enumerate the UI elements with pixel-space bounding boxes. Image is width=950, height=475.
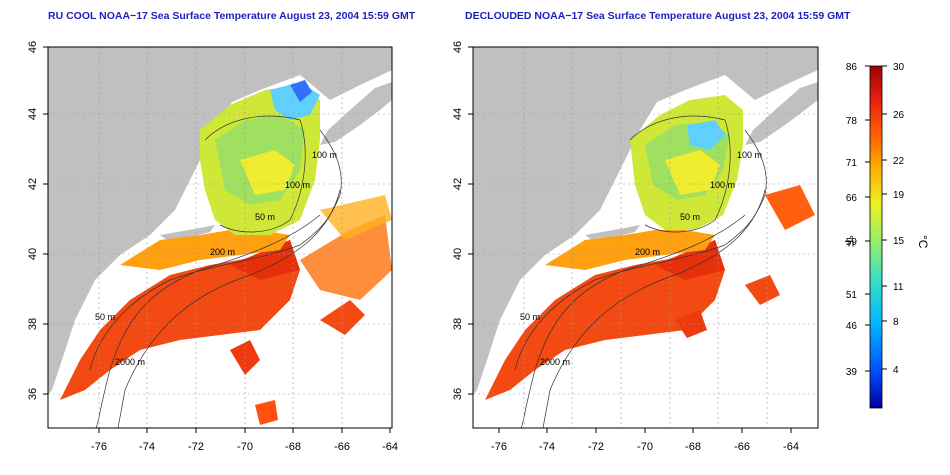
fahrenheit-tick: 71 <box>846 158 858 169</box>
celsius-tick: 26 <box>893 110 905 121</box>
contour-label: 2000 m <box>540 357 570 367</box>
celsius-tick: 4 <box>893 365 899 376</box>
x-tick-label: -74 <box>539 441 555 453</box>
x-tick-label: -76 <box>91 441 107 453</box>
y-tick-label: 44 <box>27 108 39 120</box>
contour-label: 100 m <box>710 180 735 190</box>
y-tick-label: 42 <box>27 178 39 190</box>
x-tick-label: -76 <box>491 441 507 453</box>
celsius-tick: 30 <box>893 62 905 73</box>
celsius-tick: 15 <box>893 236 905 247</box>
long-island <box>585 225 640 242</box>
y-tick-label: 36 <box>27 388 39 400</box>
panel-title-right: DECLOUDED NOAA−17 Sea Surface Temperatur… <box>465 10 851 22</box>
nova-scotia <box>745 82 818 145</box>
y-tick-label: 36 <box>452 388 464 400</box>
y-tick-label: 38 <box>452 318 464 330</box>
y-tick-label: 46 <box>27 41 39 53</box>
celsius-tick: 19 <box>893 190 905 201</box>
x-tick-label: -66 <box>334 441 350 453</box>
land-mass <box>473 47 818 395</box>
warm-water <box>60 240 300 400</box>
x-tick-label: -64 <box>382 441 398 453</box>
x-tick-label: -72 <box>188 441 204 453</box>
fahrenheit-tick: 59 <box>846 237 858 248</box>
sst-map-ru-cool: 100 m 100 m 50 m 200 m 50 m 2000 m -76 -… <box>27 41 398 453</box>
contour-label: 100 m <box>285 180 310 190</box>
celsius-tick: 11 <box>893 282 904 293</box>
contour-label: 50 m <box>95 312 115 322</box>
x-tick-label: -72 <box>588 441 604 453</box>
celsius-tick: 22 <box>893 156 905 167</box>
celsius-tick: 8 <box>893 317 899 328</box>
fahrenheit-tick: 86 <box>846 62 858 73</box>
celsius-unit-label: °C <box>916 235 930 249</box>
contour-label: 200 m <box>635 247 660 257</box>
contour-label: 2000 m <box>115 357 145 367</box>
fahrenheit-tick: 78 <box>846 116 858 127</box>
x-tick-label: -68 <box>685 441 701 453</box>
y-tick-label: 44 <box>452 108 464 120</box>
contour-label: 50 m <box>680 212 700 222</box>
x-tick-label: -70 <box>637 441 653 453</box>
temperature-colorbar: 86 78 71 66 59 51 46 39 30 26 22 19 15 1… <box>845 62 930 409</box>
contour-label: 50 m <box>255 212 275 222</box>
contour-label: 100 m <box>737 150 762 160</box>
y-tick-label: 40 <box>27 248 39 260</box>
y-tick-label: 46 <box>452 41 464 53</box>
y-tick-label: 40 <box>452 248 464 260</box>
x-tick-label: -66 <box>734 441 750 453</box>
fahrenheit-unit-label: °F <box>845 235 856 247</box>
nova-scotia <box>320 82 392 145</box>
warm-water <box>485 240 725 400</box>
y-tick-label: 38 <box>27 318 39 330</box>
x-tick-label: -64 <box>783 441 799 453</box>
y-tick-label: 42 <box>452 178 464 190</box>
contour-label: 200 m <box>210 247 235 257</box>
contour-label: 100 m <box>312 150 337 160</box>
x-tick-label: -70 <box>237 441 253 453</box>
land-mass <box>48 47 392 395</box>
fahrenheit-tick: 46 <box>846 321 858 332</box>
colorbar-gradient <box>869 65 883 409</box>
sst-map-declouded: 100 m 100 m 50 m 200 m 50 m 2000 m -76 -… <box>452 41 819 453</box>
panel-title-left: RU COOL NOAA−17 Sea Surface Temperature … <box>48 10 416 22</box>
x-tick-label: -74 <box>139 441 155 453</box>
contour-label: 50 m <box>520 312 540 322</box>
fahrenheit-tick: 39 <box>846 367 858 378</box>
x-tick-label: -68 <box>285 441 301 453</box>
fahrenheit-tick: 51 <box>846 290 858 301</box>
long-island <box>160 225 215 242</box>
fahrenheit-tick: 66 <box>846 193 858 204</box>
